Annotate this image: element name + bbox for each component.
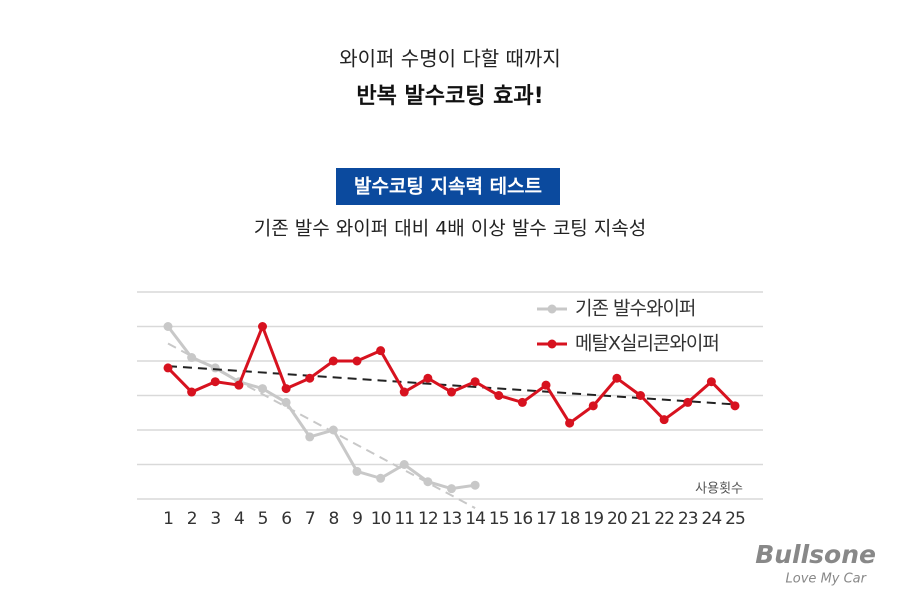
data-point bbox=[423, 477, 433, 487]
legend-marker bbox=[547, 304, 557, 314]
data-point bbox=[399, 460, 409, 469]
data-point bbox=[210, 363, 220, 373]
x-tick-label: 4 bbox=[234, 509, 244, 529]
data-point bbox=[517, 397, 527, 407]
data-point bbox=[730, 401, 740, 411]
data-point bbox=[234, 380, 244, 390]
x-tick-label: 18 bbox=[560, 509, 580, 529]
logo: Bullsone bbox=[755, 540, 876, 569]
data-point bbox=[565, 418, 575, 428]
data-point bbox=[423, 373, 433, 383]
data-point bbox=[494, 391, 504, 400]
x-axis-label: 사용횟수 bbox=[695, 482, 743, 497]
badge: 발수코팅 지속력 테스트 bbox=[354, 176, 542, 198]
data-point bbox=[636, 391, 645, 400]
data-point bbox=[376, 473, 386, 483]
data-point bbox=[305, 373, 315, 383]
data-point bbox=[163, 363, 173, 373]
data-point bbox=[541, 380, 551, 390]
x-tick-label: 24 bbox=[702, 509, 722, 529]
data-point bbox=[305, 432, 315, 442]
data-point bbox=[187, 387, 197, 397]
data-point bbox=[187, 353, 197, 363]
data-point bbox=[683, 397, 693, 407]
data-point bbox=[612, 373, 622, 383]
data-point bbox=[376, 346, 386, 356]
data-point bbox=[470, 377, 480, 387]
headline-bold: 반복 발수코팅 효과! bbox=[356, 84, 543, 109]
x-tick-label: 1 bbox=[163, 509, 173, 529]
badge-bg bbox=[336, 168, 560, 205]
data-point bbox=[258, 384, 267, 394]
x-tick-label: 22 bbox=[654, 509, 674, 529]
data-point bbox=[210, 377, 220, 387]
x-tick-label: 5 bbox=[258, 509, 268, 529]
x-tick-label: 12 bbox=[418, 509, 438, 529]
x-tick-label: 19 bbox=[583, 509, 603, 529]
subtitle: 기존 발수 와이퍼 대비 4배 이상 발수 코팅 지속성 bbox=[254, 218, 647, 240]
x-tick-label: 21 bbox=[631, 509, 651, 529]
x-tick-label: 9 bbox=[352, 509, 362, 529]
data-point bbox=[352, 466, 362, 476]
data-point bbox=[659, 415, 669, 425]
data-point bbox=[258, 322, 267, 331]
x-tick-label: 16 bbox=[513, 509, 533, 529]
x-tick-label: 8 bbox=[328, 509, 338, 529]
data-point bbox=[328, 425, 338, 435]
data-point bbox=[399, 387, 409, 397]
data-point bbox=[447, 387, 456, 397]
x-tick-label: 20 bbox=[607, 509, 627, 529]
legend-marker bbox=[547, 339, 557, 349]
data-point bbox=[706, 377, 716, 387]
data-point bbox=[163, 322, 173, 331]
x-tick-label: 17 bbox=[536, 509, 556, 529]
x-tick-label: 7 bbox=[305, 509, 315, 529]
x-tick-label: 10 bbox=[371, 509, 391, 529]
legend-label: 기존 발수와이퍼 bbox=[575, 298, 695, 320]
data-point bbox=[447, 484, 456, 494]
logo-slogan: Love My Car bbox=[786, 572, 868, 587]
x-tick-label: 11 bbox=[394, 509, 414, 529]
x-tick-label: 13 bbox=[442, 509, 462, 529]
data-point bbox=[328, 356, 338, 366]
data-point bbox=[588, 401, 598, 411]
x-tick-label: 2 bbox=[187, 509, 197, 529]
data-point bbox=[470, 480, 480, 490]
x-tick-label: 3 bbox=[210, 509, 220, 529]
x-tick-label: 15 bbox=[489, 509, 509, 529]
headline: 와이퍼 수명이 다할 때까지 bbox=[339, 47, 560, 71]
x-tick-label: 25 bbox=[725, 509, 745, 529]
data-point bbox=[281, 397, 291, 407]
x-tick-label: 6 bbox=[281, 509, 291, 529]
data-point bbox=[352, 356, 362, 366]
legend-label: 메탈X실리콘와이퍼 bbox=[575, 333, 719, 355]
x-tick-label: 23 bbox=[678, 509, 698, 529]
x-tick-label: 14 bbox=[465, 509, 485, 529]
data-point bbox=[281, 384, 291, 394]
